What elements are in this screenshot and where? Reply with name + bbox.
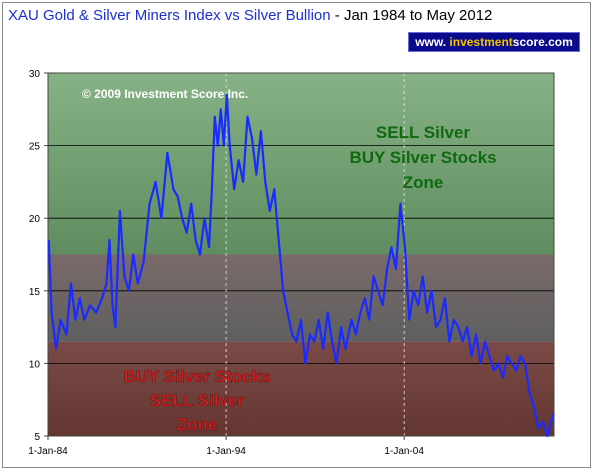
buy-zone-line-3: Zone: [177, 415, 218, 434]
series-line-0: [47, 93, 555, 438]
x-tick-label-0: 1-Jan-84: [28, 446, 68, 457]
y-tick-label-10: 10: [29, 359, 41, 370]
y-tick-label-30: 30: [29, 69, 41, 80]
zone-band-0: [48, 73, 554, 255]
buy-zone-line-2: SELL Silver: [150, 391, 245, 410]
title-range: - Jan 1984 to May 2012: [334, 7, 493, 24]
badge-prefix: www.: [415, 35, 450, 49]
x-tick-labels: 1-Jan-84 1-Jan-94 1-Jan-04: [28, 436, 424, 457]
vertical-gridlines: [225, 73, 405, 436]
x-tick-label-2: 1-Jan-04: [384, 446, 424, 457]
website-badge[interactable]: www. investmentscore.com: [408, 32, 580, 52]
copyright-notice: © 2009 Investment Score Inc.: [82, 87, 248, 101]
chart-title: XAU Gold & Silver Miners Index vs Silver…: [8, 7, 492, 24]
zone-bands: [48, 73, 554, 436]
plot-border: [47, 72, 555, 437]
sell-zone-label: SELL Silver BUY Silver Stocks Zone: [349, 123, 496, 192]
sell-zone-line-2: BUY Silver Stocks: [349, 148, 496, 167]
y-tick-label-15: 15: [29, 287, 41, 298]
badge-suffix: score.com: [512, 35, 573, 49]
badge-highlight: investment: [449, 35, 513, 49]
zone-band-2: [48, 341, 554, 436]
x-tick-label-1: 1-Jan-94: [206, 446, 246, 457]
title-main: XAU Gold & Silver Miners Index vs Silver…: [8, 7, 331, 24]
sell-zone-line-1: SELL Silver: [376, 123, 471, 142]
buy-zone-label: BUY Silver Stocks SELL Silver Zone: [123, 367, 271, 435]
sell-zone-line-3: Zone: [403, 173, 444, 192]
series-group: [47, 93, 555, 438]
buy-zone-line-1: BUY Silver Stocks: [123, 367, 270, 386]
y-tick-labels: 5 10 15 20 25 30: [29, 69, 48, 443]
y-tick-label-25: 25: [29, 142, 41, 153]
y-tick-label-20: 20: [29, 214, 41, 225]
y-tick-label-5: 5: [34, 432, 40, 443]
gridlines: [48, 145, 554, 364]
